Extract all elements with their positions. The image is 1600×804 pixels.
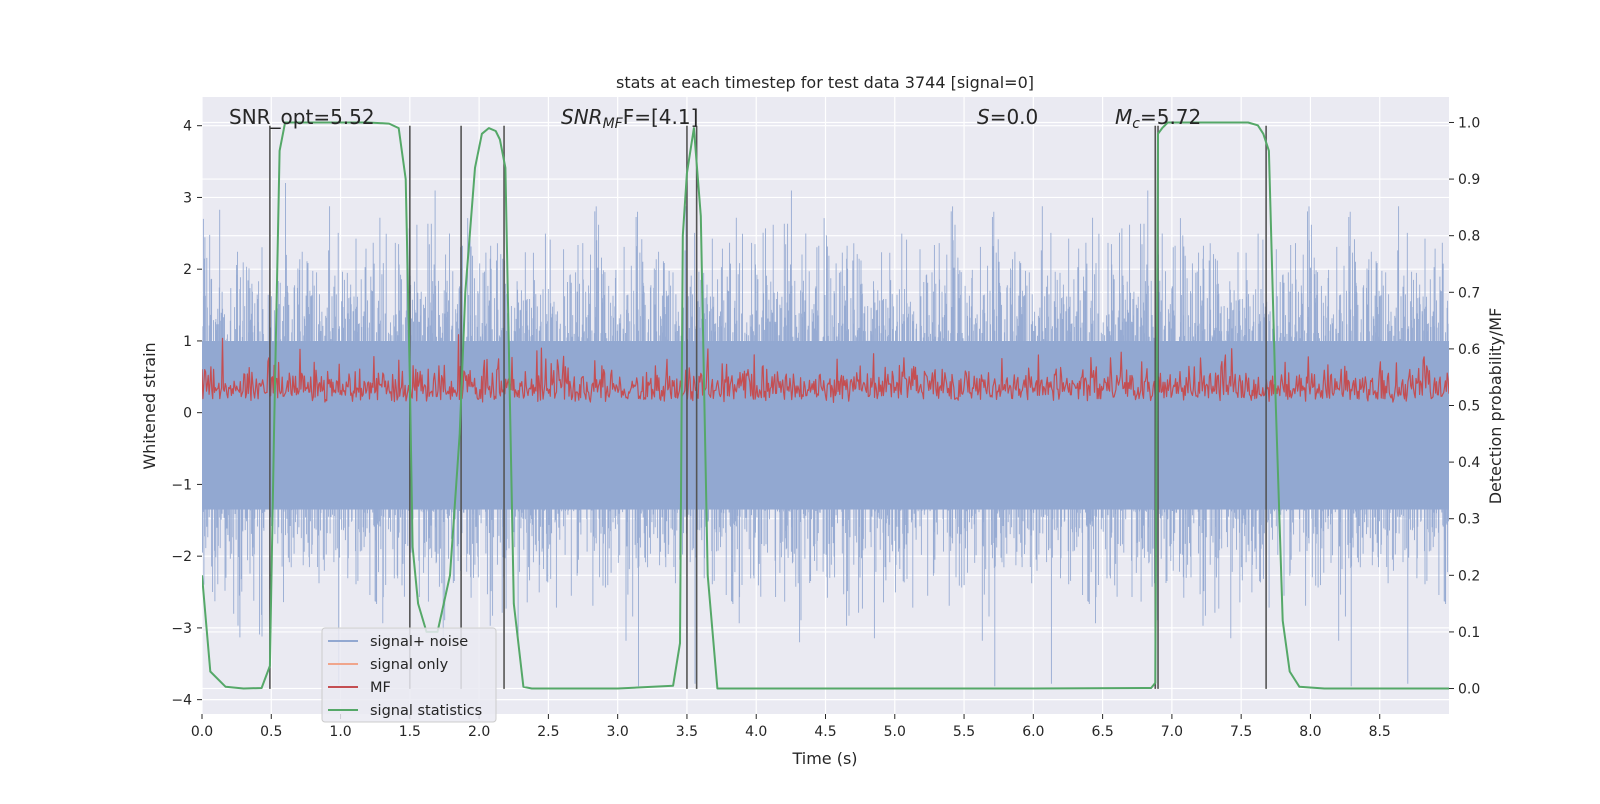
- x-tick-label: 8.0: [1299, 724, 1321, 740]
- y-tick-label-right: 0.4: [1458, 455, 1480, 471]
- legend: signal+ noise signal only MF signal stat…: [321, 627, 497, 723]
- x-tick-label: 1.5: [399, 724, 421, 740]
- y-tick-label-left: 4: [183, 119, 192, 135]
- y-tick-label-left: 1: [183, 334, 192, 350]
- annotation-snr-mf-sub: MF: [603, 116, 624, 132]
- annotation-mc-main: M: [1115, 105, 1132, 129]
- y-tick-label-left: −4: [171, 693, 192, 709]
- y-tick-label-left: 3: [183, 190, 192, 206]
- annotation-snr-opt: SNR_opt=5.52: [229, 105, 375, 129]
- x-tick-label: 4.0: [745, 724, 767, 740]
- y-tick-label-right: 0.3: [1458, 512, 1480, 528]
- y-tick-label-right: 0.7: [1458, 285, 1480, 301]
- y-tick-label-left: 0: [183, 406, 192, 422]
- y-tick-label-left: −1: [171, 477, 192, 493]
- annotation-mc-rest: =5.72: [1140, 105, 1201, 129]
- legend-label-signal-noise: signal+ noise: [370, 634, 468, 650]
- x-tick-label: 1.0: [329, 724, 351, 740]
- y-axis-label-right: Detection probability/MF: [1486, 308, 1505, 505]
- x-tick-label: 5.5: [953, 724, 975, 740]
- annotation-snr-mf-rest: F=[4.1]: [623, 105, 699, 129]
- y-axis-label-left: Whitened strain: [140, 342, 159, 469]
- y-tick-label-right: 0.0: [1458, 682, 1480, 698]
- legend-label-signal-only: signal only: [370, 657, 449, 673]
- x-tick-label: 6.0: [1022, 724, 1044, 740]
- annotation-mc: Mc=5.72: [1115, 105, 1201, 132]
- x-tick-label: 7.5: [1230, 724, 1252, 740]
- y-tick-label-left: −3: [171, 621, 192, 637]
- chart-title: stats at each timestep for test data 374…: [616, 73, 1034, 92]
- legend-box: [321, 627, 497, 723]
- y-tick-label-left: −2: [171, 549, 192, 565]
- annotation-s-main: S: [977, 105, 990, 129]
- y-tick-label-right: 1.0: [1458, 115, 1480, 131]
- annotation-snr-mf-main: SNR: [561, 105, 603, 129]
- x-tick-label: 2.0: [468, 724, 490, 740]
- x-tick-label: 0.0: [191, 724, 213, 740]
- x-tick-label: 5.0: [884, 724, 906, 740]
- x-tick-label: 7.0: [1161, 724, 1183, 740]
- legend-label-mf: MF: [370, 680, 391, 696]
- series-layer: [202, 121, 1449, 690]
- x-tick-label: 3.0: [607, 724, 629, 740]
- x-tick-label: 0.5: [260, 724, 282, 740]
- y-tick-label-right: 0.9: [1458, 172, 1480, 188]
- x-tick-label: 6.5: [1091, 724, 1113, 740]
- annotation-s-rest: =0.0: [990, 105, 1039, 129]
- tick-layer: 0.0 0.5 1.0 1.5 2.0 2.5 3.0 3.5 4.0 4.5 5.0 5.5 6.0 6…: [171, 115, 1480, 740]
- x-tick-label: 2.5: [537, 724, 559, 740]
- x-axis-label: Time (s): [791, 749, 857, 768]
- annotation-snr-mf: SNRMFF=[4.1]: [561, 105, 698, 132]
- y-tick-label-right: 0.8: [1458, 229, 1480, 245]
- x-tick-label: 8.5: [1369, 724, 1391, 740]
- y-tick-label-right: 0.1: [1458, 625, 1480, 641]
- annotation-s: S=0.0: [977, 105, 1038, 129]
- series-signal-statistics: [202, 121, 1449, 690]
- y-tick-label-left: 2: [183, 262, 192, 278]
- y-tick-label-right: 0.2: [1458, 568, 1480, 584]
- legend-label-signal-statistics: signal statistics: [370, 703, 482, 719]
- x-tick-label: 3.5: [676, 724, 698, 740]
- series-signal-noise-core: [202, 340, 1449, 510]
- y-tick-label-right: 0.6: [1458, 342, 1480, 358]
- x-tick-label: 4.5: [814, 724, 836, 740]
- y-tick-label-right: 0.5: [1458, 399, 1480, 415]
- annotation-mc-sub: c: [1132, 116, 1140, 132]
